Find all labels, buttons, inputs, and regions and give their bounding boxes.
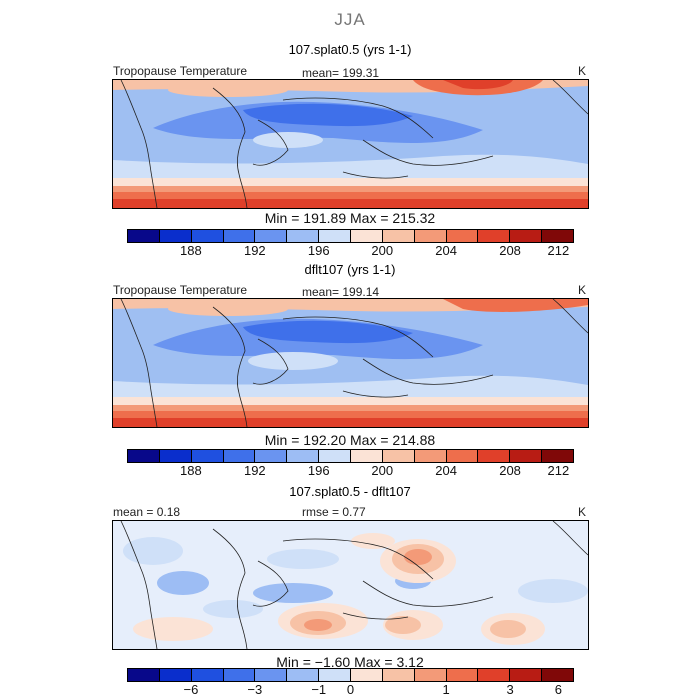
figure-title: JJA bbox=[334, 10, 366, 29]
p1-tick: 204 bbox=[435, 243, 458, 258]
p2-tick: 188 bbox=[180, 463, 202, 478]
p1-tick: 196 bbox=[307, 243, 330, 258]
p2-tick: 196 bbox=[307, 463, 330, 478]
p3-tick: −3 bbox=[247, 682, 263, 697]
panel3-colorbar-ticks: −6 −3 −1 0 1 3 6 bbox=[127, 682, 574, 698]
p2-cbar-seg bbox=[128, 450, 160, 462]
p3-tick: −6 bbox=[183, 682, 199, 697]
p2-cbar-seg bbox=[159, 450, 192, 462]
p1-band-south-red bbox=[113, 192, 588, 200]
p2-tick: 200 bbox=[371, 463, 394, 478]
p1-cold-deep bbox=[243, 103, 413, 127]
panel1-units: K bbox=[578, 64, 587, 78]
p1-band-south-warm bbox=[113, 178, 588, 188]
p1-tick: 212 bbox=[547, 243, 570, 258]
p2-cbar-seg bbox=[510, 450, 543, 462]
panel2-field-label: Tropopause Temperature bbox=[113, 283, 248, 297]
p3-cbar-seg bbox=[510, 669, 543, 681]
p2-cbar-seg bbox=[255, 450, 288, 462]
panel3-rmse: rmse = 0.77 bbox=[302, 505, 366, 519]
p1-cbar-seg bbox=[542, 230, 574, 242]
p1-tick: 200 bbox=[371, 243, 394, 258]
panel1-map bbox=[112, 79, 589, 209]
p1-cbar-seg bbox=[287, 230, 320, 242]
p2-tick: 192 bbox=[243, 463, 266, 478]
p1-cbar-seg bbox=[319, 230, 352, 242]
panel2-title: dflt107 (yrs 1-1) bbox=[304, 262, 396, 277]
panel1-colorbar-ticks: 188 192 196 200 204 208 212 bbox=[127, 243, 574, 259]
p2-cbar-seg bbox=[351, 450, 383, 462]
p2-cbar-seg bbox=[382, 450, 415, 462]
panel3-mean: mean = 0.18 bbox=[113, 505, 181, 519]
p3-tick: −1 bbox=[311, 682, 327, 697]
p2-tick: 204 bbox=[435, 463, 458, 478]
p3-cbar-seg bbox=[191, 669, 224, 681]
p1-cbar-seg bbox=[446, 230, 479, 242]
p2-cbar-seg bbox=[223, 450, 256, 462]
p3-cbar-seg bbox=[319, 669, 352, 681]
panel3-map bbox=[112, 520, 589, 650]
p2-cbar-seg bbox=[414, 450, 447, 462]
p3-tick: 3 bbox=[506, 682, 514, 697]
p3-tick: 1 bbox=[442, 682, 450, 697]
panel1-mean: mean= 199.31 bbox=[302, 66, 380, 80]
p2-cbar-seg bbox=[319, 450, 352, 462]
p3-cbar-seg bbox=[223, 669, 256, 681]
p1-cbar-seg bbox=[159, 230, 192, 242]
panel2-map bbox=[112, 298, 589, 428]
p1-cbar-seg bbox=[191, 230, 224, 242]
p3-cbar-seg bbox=[542, 669, 574, 681]
p2-cbar-seg bbox=[191, 450, 224, 462]
p2-cbar-seg bbox=[542, 450, 574, 462]
panel3-min-max: Min = −1.60 Max = 3.12 bbox=[276, 654, 424, 670]
panel2-mean: mean= 199.14 bbox=[302, 285, 380, 299]
p1-tick: 188 bbox=[180, 243, 202, 258]
p1-band-north-peak bbox=[443, 80, 513, 90]
panel1-field-label: Tropopause Temperature bbox=[113, 64, 248, 78]
panel1-title: 107.splat0.5 (yrs 1-1) bbox=[288, 42, 412, 57]
p3-cbar-seg bbox=[382, 669, 415, 681]
p3-cbar-seg bbox=[414, 669, 447, 681]
p2-cbar-seg bbox=[287, 450, 320, 462]
p1-tick: 192 bbox=[243, 243, 266, 258]
p1-cbar-seg bbox=[128, 230, 160, 242]
panel2-min-max: Min = 192.20 Max = 214.88 bbox=[264, 432, 436, 448]
p1-coastlines bbox=[120, 80, 588, 208]
p1-cbar-seg bbox=[382, 230, 415, 242]
p3-tick: 6 bbox=[554, 682, 562, 697]
p2-tick: 208 bbox=[499, 463, 521, 478]
p1-cbar-seg bbox=[510, 230, 543, 242]
p2-cbar-seg bbox=[478, 450, 511, 462]
p3-cbar-seg bbox=[128, 669, 160, 681]
p3-cbar-seg bbox=[159, 669, 192, 681]
p1-band-south-deep bbox=[113, 199, 588, 208]
panel2-units: K bbox=[578, 283, 587, 297]
panel3-units: K bbox=[578, 505, 587, 519]
p3-cbar-seg bbox=[287, 669, 320, 681]
p1-band-mid-south bbox=[113, 154, 588, 180]
panel3-title: 107.splat0.5 - dflt107 bbox=[289, 484, 411, 499]
p3-tick: 0 bbox=[346, 682, 355, 697]
panel2-colorbar bbox=[127, 449, 574, 463]
panel3-colorbar bbox=[127, 668, 574, 682]
p3-cbar-seg bbox=[478, 669, 511, 681]
p1-cbar-seg bbox=[255, 230, 288, 242]
p3-cbar-seg bbox=[255, 669, 288, 681]
p1-cbar-seg bbox=[351, 230, 383, 242]
p3-cbar-seg bbox=[351, 669, 383, 681]
panel2-colorbar-ticks: 188 192 196 200 204 208 212 bbox=[127, 463, 574, 479]
panel1-colorbar bbox=[127, 229, 574, 243]
p2-cbar-seg bbox=[446, 450, 479, 462]
p3-cbar-seg bbox=[446, 669, 479, 681]
p1-tick: 208 bbox=[499, 243, 521, 258]
p2-tick: 212 bbox=[547, 463, 570, 478]
p1-cbar-seg bbox=[478, 230, 511, 242]
p1-cbar-seg bbox=[414, 230, 447, 242]
p1-cbar-seg bbox=[223, 230, 256, 242]
panel1-min-max: Min = 191.89 Max = 215.32 bbox=[264, 210, 436, 226]
